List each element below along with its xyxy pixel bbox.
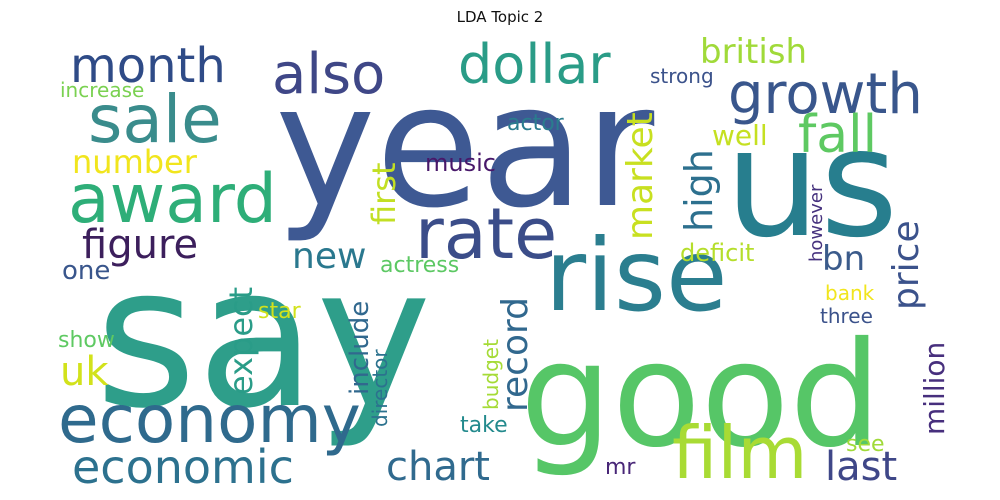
word-british: british	[700, 32, 807, 72]
word-growth: growth	[728, 62, 923, 127]
figure-title: LDA Topic 2	[456, 8, 544, 26]
word-director: director	[368, 349, 392, 427]
word-economic: economic	[72, 440, 294, 494]
word-dollar: dollar	[458, 33, 611, 96]
word-bn: bn	[822, 239, 865, 279]
word-rate: rate	[415, 193, 557, 275]
word-last: last	[825, 444, 897, 490]
word-first: first	[365, 162, 403, 225]
word-expect: expect	[222, 287, 260, 395]
word-increase: increase	[60, 78, 144, 102]
word-million: million	[918, 342, 951, 435]
word-price: price	[886, 220, 927, 310]
word-star: star	[258, 299, 302, 324]
word-mr: mr	[605, 455, 636, 480]
word-budget: budget	[479, 339, 503, 410]
word-strong: strong	[650, 64, 714, 88]
word-however: however	[806, 184, 827, 262]
word-deficit: deficit	[680, 239, 754, 267]
word-also: also	[272, 42, 385, 107]
word-actor: actor	[507, 111, 565, 136]
word-film: film	[672, 411, 808, 495]
word-good: good	[520, 311, 882, 480]
word-actress: actress	[380, 253, 459, 278]
word-rise: rise	[545, 217, 728, 334]
word-economy: economy	[58, 381, 361, 458]
word-record: record	[495, 297, 536, 412]
word-market: market	[620, 112, 661, 240]
word-include: include	[345, 301, 375, 395]
word-take: take	[460, 413, 508, 438]
word-award: award	[68, 160, 277, 239]
word-number: number	[72, 143, 198, 181]
word-month: month	[70, 38, 226, 94]
word-bank: bank	[825, 281, 875, 305]
word-three: three	[820, 304, 873, 328]
word-new: new	[292, 236, 366, 277]
word-chart: chart	[386, 444, 490, 490]
word-one: one	[62, 256, 110, 286]
word-say: say	[95, 224, 432, 451]
word-see: see	[846, 432, 885, 457]
word-well: well	[712, 119, 768, 152]
word-music: music	[425, 149, 496, 177]
word-year: year	[275, 48, 654, 246]
word-fall: fall	[798, 105, 877, 165]
word-high: high	[677, 149, 721, 232]
word-sale: sale	[88, 81, 222, 158]
word-us: us	[725, 97, 898, 271]
word-uk: uk	[60, 349, 109, 395]
word-show: show	[58, 328, 115, 353]
word-figure: figure	[82, 222, 198, 268]
